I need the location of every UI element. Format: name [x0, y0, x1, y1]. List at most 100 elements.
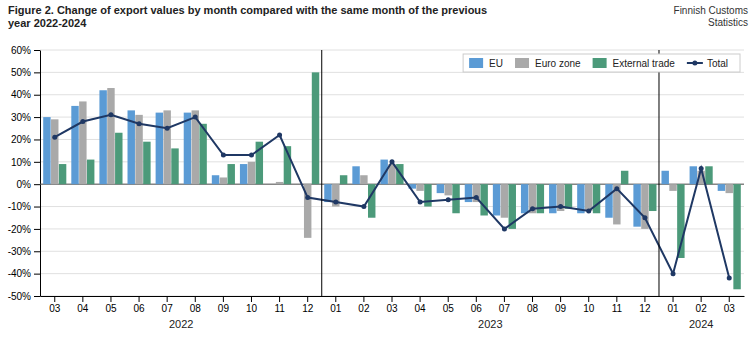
- bar: [59, 164, 66, 184]
- bar: [340, 175, 347, 184]
- point: [727, 276, 732, 281]
- tick-mark: [34, 72, 40, 73]
- bar: [51, 119, 58, 184]
- grid-line: [40, 50, 744, 51]
- tick-label: 06: [134, 303, 146, 314]
- bar: [107, 88, 114, 184]
- tick-label: 02: [696, 303, 708, 314]
- tick-label: 09: [218, 303, 230, 314]
- x-tick: 01: [330, 296, 342, 314]
- bar: [621, 171, 628, 184]
- axis-line: [40, 51, 41, 297]
- tick-label: 06: [471, 303, 483, 314]
- year-separator: [658, 50, 659, 296]
- tick-label: -50%: [8, 291, 31, 302]
- tick-mark: [504, 296, 505, 302]
- point: [137, 121, 142, 126]
- bar: [649, 184, 656, 211]
- tick-label: 11: [274, 303, 285, 314]
- tick-mark: [34, 207, 40, 208]
- tick-mark: [588, 296, 589, 302]
- grid-line: [40, 94, 744, 95]
- x-tick: 11: [612, 296, 623, 314]
- point: [333, 200, 338, 205]
- tick-mark: [34, 117, 40, 118]
- bar: [669, 184, 676, 191]
- bar: [661, 171, 668, 184]
- tick-mark: [616, 296, 617, 302]
- point: [277, 132, 282, 137]
- tick-label: 30%: [11, 112, 31, 123]
- tick-mark: [251, 296, 252, 302]
- point: [699, 166, 704, 171]
- tick-mark: [644, 296, 645, 302]
- tick-label: 60%: [11, 45, 31, 56]
- tick-mark: [34, 229, 40, 230]
- legend-item: External trade: [593, 58, 676, 69]
- tick-label: 03: [724, 303, 736, 314]
- x-tick: 12: [302, 296, 314, 314]
- annotation: Finnish CustomsStatistics: [674, 5, 748, 28]
- x-tick: 12: [639, 296, 651, 314]
- tick-mark: [701, 296, 702, 302]
- tick-mark: [476, 296, 477, 302]
- bar: [324, 184, 331, 202]
- x-tick: 09: [555, 296, 567, 314]
- bar: [184, 113, 191, 185]
- tick-label: 12: [302, 303, 314, 314]
- tick-label: -20%: [8, 224, 31, 235]
- bar-series: [59, 72, 741, 289]
- year-label: 2022: [169, 318, 193, 330]
- bar: [163, 110, 170, 184]
- legend-item: Euro zone: [515, 58, 581, 69]
- bar: [718, 184, 725, 191]
- x-tick: 06: [471, 296, 483, 314]
- bar-series: [51, 88, 733, 238]
- tick-mark: [139, 296, 140, 302]
- bar: [480, 184, 487, 215]
- grid-line: [40, 117, 744, 118]
- tick-mark: [34, 296, 40, 297]
- legend-item: EU: [469, 58, 503, 69]
- tick-mark: [335, 296, 336, 302]
- bar: [156, 113, 163, 185]
- tick-label: 50%: [11, 67, 31, 78]
- legend-swatch: [593, 58, 607, 68]
- point: [502, 226, 507, 231]
- y-tick: -40%: [8, 268, 40, 279]
- bar: [565, 184, 572, 209]
- x-tick: 01: [667, 296, 679, 314]
- year-separator: [321, 50, 322, 296]
- point: [193, 115, 198, 120]
- grid-line: [40, 139, 744, 140]
- tick-mark: [729, 296, 730, 302]
- year-label: 2023: [478, 318, 502, 330]
- x-axis: 0304050607080910111201020304050607080910…: [41, 296, 745, 314]
- tick-label: 11: [612, 303, 623, 314]
- x-tick: 02: [696, 296, 708, 314]
- bar: [248, 162, 255, 184]
- grid-line: [40, 273, 744, 274]
- legend-item: Total: [687, 58, 728, 69]
- tick-label: 01: [667, 303, 679, 314]
- plot-area: [40, 50, 744, 296]
- tick-label: 04: [415, 303, 427, 314]
- point: [586, 209, 591, 214]
- legend-background: [463, 54, 740, 72]
- tick-mark: [34, 251, 40, 252]
- bar: [268, 184, 275, 185]
- point: [474, 195, 479, 200]
- bar: [360, 175, 367, 184]
- bar: [605, 184, 612, 218]
- y-tick: -30%: [8, 246, 40, 257]
- legend-label: Total: [707, 58, 728, 69]
- bar: [71, 106, 78, 184]
- point: [390, 159, 395, 164]
- tick-label: -40%: [8, 268, 31, 279]
- x-tick: 07: [499, 296, 511, 314]
- x-tick: 02: [358, 296, 370, 314]
- tick-mark: [34, 274, 40, 275]
- x-tick: 04: [415, 296, 427, 314]
- tick-mark: [279, 296, 280, 302]
- tick-label: 04: [77, 303, 89, 314]
